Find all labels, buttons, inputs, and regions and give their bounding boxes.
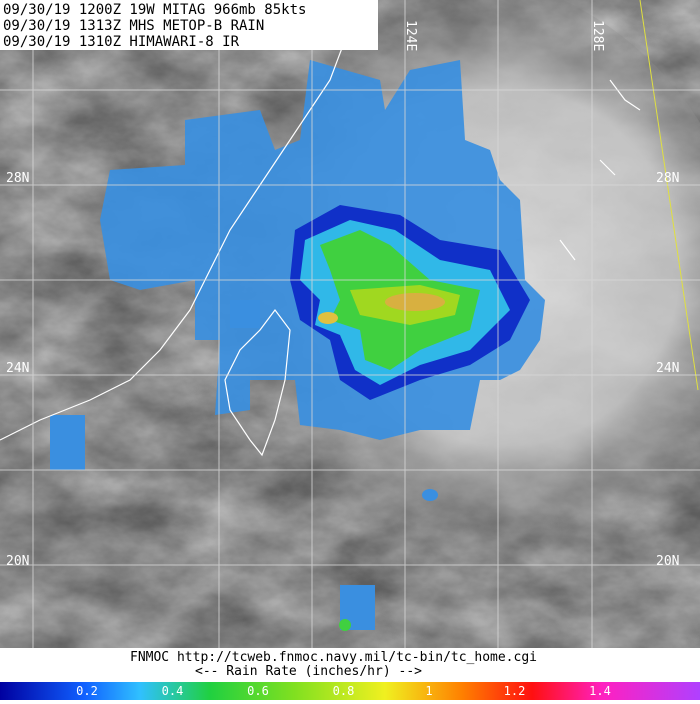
footer-source: FNMOC http://tcweb.fnmoc.navy.mil/tc-bin…	[130, 650, 537, 665]
graticule	[0, 0, 700, 648]
colorbar-tick-label: 0.8	[333, 684, 355, 698]
header-line: 09/30/19 1313Z MHS METOP-B RAIN	[3, 18, 264, 34]
latitude-label: 20N	[656, 554, 679, 569]
latitude-label: 20N	[6, 554, 29, 569]
header-line: 09/30/19 1310Z HIMAWARI-8 IR	[3, 34, 240, 50]
legend-title: <-- Rain Rate (inches/hr) -->	[195, 664, 422, 679]
colorbar-tick-label: 0.2	[76, 684, 98, 698]
latitude-label: 28N	[656, 171, 679, 186]
longitude-label: 124E	[403, 20, 418, 51]
colorbar	[0, 682, 700, 700]
colorbar-tick-label: 1.2	[504, 684, 526, 698]
colorbar-tick-label: 1	[425, 684, 432, 698]
colorbar-tick-label: 1.4	[589, 684, 611, 698]
colorbar-tick-label: 0.6	[247, 684, 269, 698]
orbit-edge	[639, 0, 699, 391]
colorbar-tick-label: 0.4	[162, 684, 184, 698]
latitude-label: 24N	[6, 361, 29, 376]
latitude-label: 28N	[6, 171, 29, 186]
colorbar-ticks: 0.2 0.4 0.6 0.8 1 1.2 1.4	[76, 684, 611, 698]
longitude-label: 128E	[590, 20, 605, 51]
latitude-label: 24N	[656, 361, 679, 376]
header-box	[0, 0, 378, 50]
header-line: 09/30/19 1200Z 19W MITAG 966mb 85kts	[3, 2, 306, 18]
